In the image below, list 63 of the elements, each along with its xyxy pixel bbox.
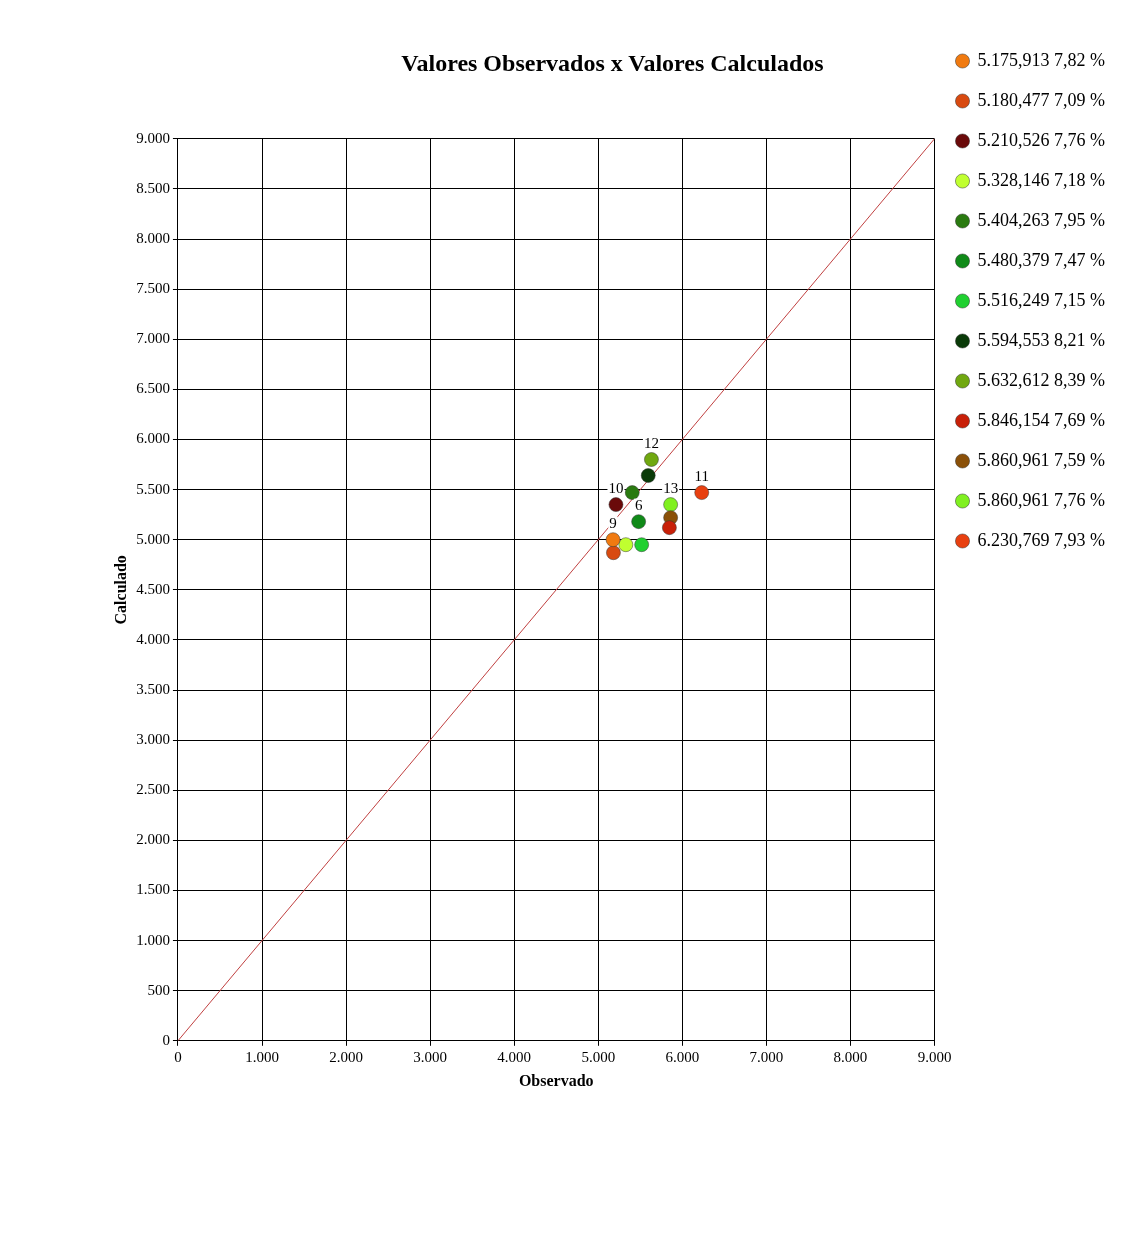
y-tick-label: 4.500 — [136, 580, 170, 597]
y-tick-label: 5.500 — [136, 480, 170, 497]
point — [694, 485, 709, 500]
y-tick-label: 8.000 — [136, 229, 170, 246]
y-tick-label: 0 — [162, 1031, 170, 1048]
x-tick-label: 0 — [174, 1048, 182, 1065]
chart-title: Valores Observados x Valores Calculados — [401, 49, 824, 76]
legend-label: 5.328,146 7,18 % — [977, 169, 1106, 190]
legend-label: 6.230,769 7,93 % — [977, 529, 1106, 550]
point — [618, 537, 634, 552]
x-axis-title: Observado — [518, 1071, 594, 1089]
legend-label: 5.180,477 7,09 % — [977, 89, 1106, 110]
x-tick-label: 3.000 — [413, 1048, 448, 1065]
point — [663, 497, 678, 512]
y-tick-label: 4.000 — [136, 630, 170, 647]
legend-label: 5.210,526 7,76 % — [977, 129, 1106, 150]
x-tick-label: 5.000 — [581, 1048, 616, 1065]
annotation: 13 — [663, 480, 679, 497]
legend-label: 5.846,154 7,69 % — [977, 409, 1106, 430]
x-tick-label: 9.000 — [917, 1048, 952, 1065]
point — [606, 545, 621, 560]
annotation: 11 — [694, 468, 709, 485]
y-tick-label: 500 — [147, 981, 170, 998]
point — [662, 520, 677, 535]
x-tick-label: 6.000 — [665, 1048, 700, 1065]
point — [634, 537, 649, 552]
x-tick-label: 2.000 — [329, 1048, 363, 1065]
legend-label: 5.632,612 8,39 % — [977, 369, 1106, 390]
y-tick-label: 1.500 — [136, 881, 170, 898]
y-tick-label: 7.000 — [136, 330, 170, 347]
x-tick-label: 1.000 — [245, 1048, 279, 1065]
y-tick-label: 3.000 — [136, 731, 170, 748]
legend-label: 5.404,263 7,95 % — [977, 209, 1106, 230]
y-tick-label: 6.000 — [136, 430, 170, 447]
y-tick-label: 1.000 — [136, 931, 170, 948]
legend-label: 5.175,913 7,82 % — [977, 49, 1106, 70]
annotation: 10 — [608, 480, 624, 497]
y-tick-label: 5.000 — [136, 530, 170, 547]
x-tick-label: 4.000 — [497, 1048, 532, 1065]
y-tick-label: 2.500 — [136, 781, 170, 798]
legend-label: 5.516,249 7,15 % — [977, 289, 1106, 310]
legend-label: 5.480,379 7,47 % — [977, 249, 1106, 270]
y-axis-title: Calculado — [111, 555, 129, 625]
legend-label: 5.594,553 8,21 % — [977, 329, 1106, 350]
y-tick-label: 7.500 — [136, 280, 170, 297]
x-tick-label: 8.000 — [833, 1048, 868, 1065]
y-tick-label: 2.000 — [136, 831, 170, 848]
point — [640, 468, 656, 483]
point — [644, 452, 659, 467]
annotation: 12 — [643, 434, 659, 451]
point — [605, 532, 621, 547]
point — [608, 497, 624, 512]
y-tick-label: 8.500 — [136, 179, 170, 196]
annotation: 9 — [609, 515, 617, 532]
annotation: 6 — [634, 497, 643, 514]
x-tick-label: 7.000 — [749, 1048, 784, 1065]
legend-label: 5.860,961 7,76 % — [977, 489, 1106, 510]
point — [624, 485, 640, 500]
y-tick-label: 3.500 — [136, 680, 170, 697]
point — [631, 514, 646, 529]
y-tick-label: 9.000 — [136, 129, 170, 146]
y-tick-label: 6.500 — [136, 380, 170, 397]
legend-label: 5.860,961 7,59 % — [977, 449, 1106, 470]
